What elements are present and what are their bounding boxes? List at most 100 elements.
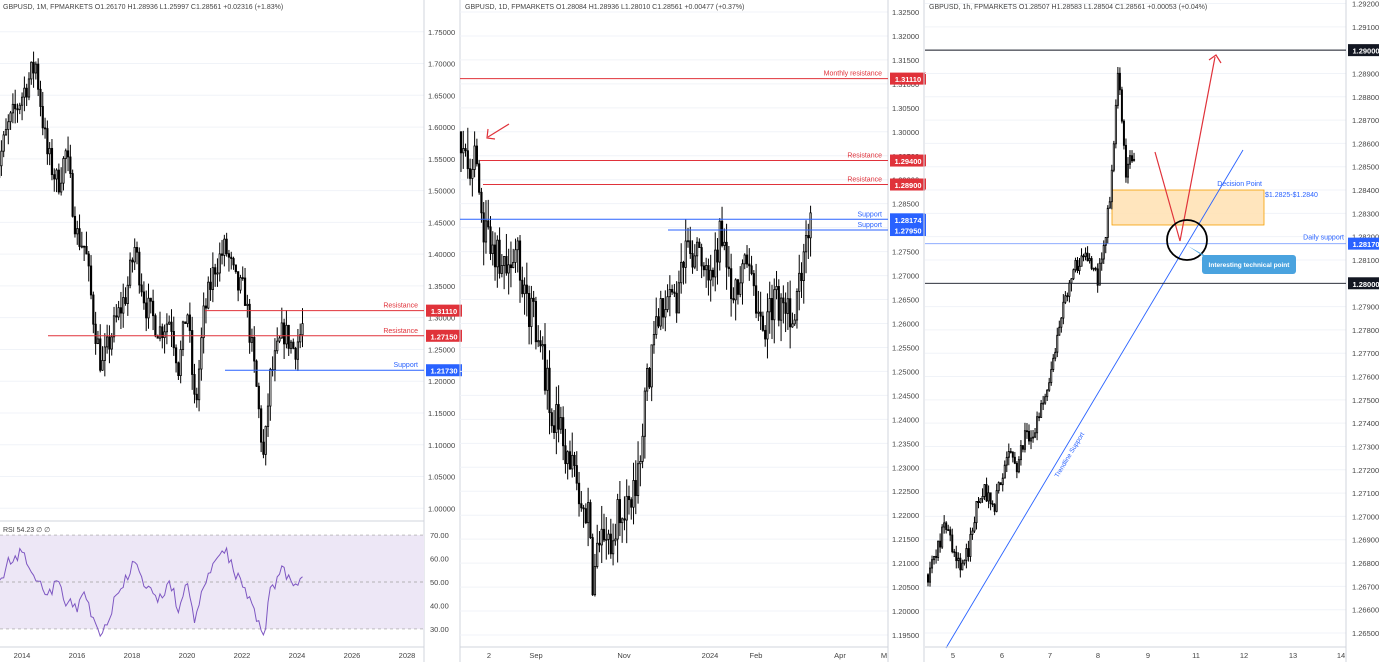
- hourly-candle-body: [989, 492, 992, 505]
- monthly-candle-body: [188, 314, 191, 331]
- monthly-candle-body: [250, 336, 254, 343]
- hourly-candle-body: [1021, 445, 1024, 450]
- daily-price-tag-bg: [890, 154, 926, 167]
- monthly-candle-body: [266, 405, 270, 427]
- monthly-x-tick: 2024: [289, 651, 306, 660]
- hourly-panel: 1.29200 1.29100 1.29000 1.28900 1.28800 1.287…: [923, 0, 1379, 662]
- daily-candle-body: [664, 309, 667, 318]
- hourly-candle-body: [975, 500, 978, 524]
- hourly-candle-body: [1034, 432, 1037, 438]
- monthly-candle-body: [218, 253, 221, 274]
- monthly-candle-body: [23, 87, 26, 98]
- hourly-scenario-arrows: [1154, 56, 1216, 242]
- daily-price-tag-bg: [890, 224, 926, 237]
- hourly-candle-body: [1116, 72, 1119, 106]
- daily-pointer-arrow: [487, 123, 510, 138]
- daily-candle-body: [641, 435, 644, 462]
- monthly-candle-body: [122, 297, 125, 314]
- daily-price-tag: 1.31110: [895, 75, 921, 84]
- monthly-candle-body: [246, 303, 249, 306]
- daily-candle-body: [705, 265, 708, 271]
- hourly-price-tag-bg: [1348, 277, 1379, 290]
- monthly-candle-body: [216, 272, 219, 275]
- monthly-candle-body: [106, 336, 109, 348]
- daily-y-tick: 1.21500: [892, 535, 919, 544]
- daily-candle-body: [500, 265, 503, 274]
- daily-candle-body: [807, 235, 810, 239]
- daily-x-tick: Feb: [750, 651, 763, 660]
- hourly-candle-body: [1017, 459, 1020, 473]
- monthly-candle-body: [280, 322, 283, 339]
- daily-candle-body: [493, 244, 497, 268]
- daily-candle-body: [621, 518, 624, 524]
- monthly-candle-body: [184, 321, 187, 324]
- monthly-candle-body: [243, 277, 247, 306]
- hourly-candle-body: [1133, 158, 1136, 162]
- daily-candle-body: [498, 239, 501, 274]
- hourly-level-label: Daily support: [1303, 235, 1344, 242]
- monthly-candle-body: [80, 245, 83, 248]
- hourly-y-tick: 1.29100: [1352, 23, 1379, 32]
- daily-candle-body: [607, 533, 610, 540]
- monthly-candle-body: [71, 173, 74, 217]
- daily-y-tick: 1.25500: [892, 343, 919, 352]
- monthly-candle-body: [163, 331, 166, 338]
- daily-candle-body: [568, 451, 572, 470]
- monthly-candle-body: [103, 346, 106, 361]
- daily-candle-body: [491, 244, 494, 255]
- daily-candle-body: [530, 297, 533, 327]
- monthly-candle-body: [237, 271, 240, 291]
- callout-box: [1202, 255, 1296, 274]
- monthly-candle-body: [158, 326, 162, 339]
- daily-candle-body: [562, 417, 565, 447]
- daily-candle-body: [671, 289, 674, 293]
- daily-price-tag-bg: [890, 213, 926, 226]
- daily-candle-body: [582, 507, 585, 510]
- monthly-candle-body: [108, 336, 111, 350]
- daily-candle-body: [571, 454, 574, 470]
- daily-candle-body: [720, 220, 724, 246]
- monthly-candle-body: [292, 341, 295, 349]
- hourly-y-tick: 1.26600: [1352, 606, 1379, 615]
- hourly-candle-body: [1011, 451, 1014, 458]
- daily-candle-body: [503, 256, 506, 266]
- hourly-x-tick: 14: [1337, 651, 1345, 660]
- hourly-price-tag: 1.28000: [1352, 280, 1379, 289]
- hourly-candle-body: [927, 574, 930, 583]
- hourly-candle-body: [1025, 430, 1028, 433]
- monthly-candle-body: [73, 215, 77, 235]
- monthly-y-tick: 1.10000: [428, 441, 455, 450]
- hourly-candle-body: [1050, 369, 1053, 384]
- daily-candle-body: [589, 502, 592, 539]
- hourly-title: GBPUSD, 1h, FPMARKETS O1.28507 H1.28583 …: [929, 4, 1207, 11]
- daily-candle-body: [682, 261, 685, 268]
- monthly-candle-body: [234, 264, 237, 273]
- hourly-candle-body: [997, 482, 1000, 492]
- monthly-candle-body: [248, 303, 251, 343]
- daily-candle-body: [521, 279, 524, 295]
- monthly-candle-body: [151, 300, 155, 317]
- hourly-candle-body: [1094, 267, 1097, 270]
- daily-y-tick: 1.19500: [892, 631, 919, 640]
- hourly-candle-body: [1005, 456, 1008, 466]
- monthly-candle-body: [223, 238, 226, 256]
- daily-candle-body: [773, 289, 776, 321]
- daily-candle-body: [732, 298, 735, 301]
- monthly-price-tag: 1.21730: [430, 367, 457, 376]
- monthly-candle-body: [179, 349, 182, 377]
- hourly-candle-body: [1032, 436, 1035, 439]
- monthly-x-tick: 2014: [14, 651, 31, 660]
- hourly-y-tick: 1.28500: [1352, 163, 1379, 172]
- daily-candle-body: [537, 340, 540, 343]
- hourly-candle-body: [1060, 317, 1063, 328]
- monthly-candle-body: [197, 368, 201, 401]
- daily-candle-body: [534, 301, 538, 343]
- monthly-price-tag-bg: [426, 304, 462, 317]
- daily-y-tick: 1.20000: [892, 607, 919, 616]
- daily-x-tick: M: [881, 651, 887, 660]
- monthly-candle-body: [225, 238, 228, 255]
- monthly-candle-body: [48, 147, 51, 155]
- monthly-candle-body: [283, 322, 286, 345]
- daily-y-tick: 1.32500: [892, 8, 919, 17]
- monthly-candle-body: [101, 360, 104, 371]
